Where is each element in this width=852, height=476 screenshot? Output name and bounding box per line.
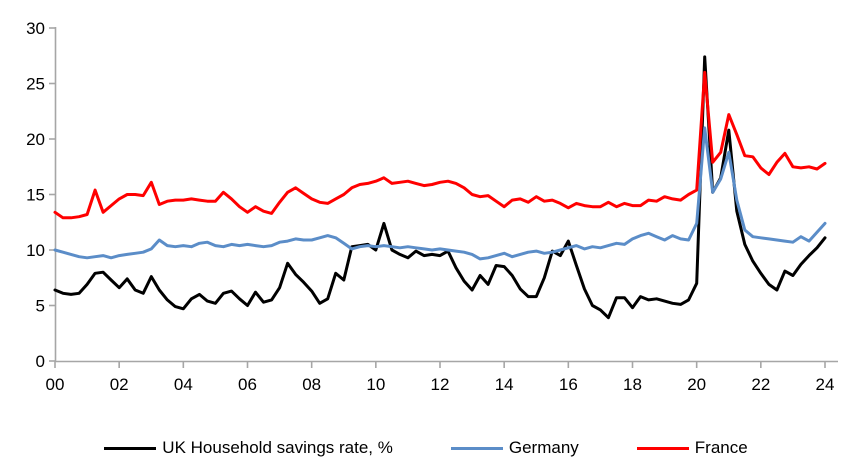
x-tick-label: 02	[110, 375, 129, 394]
y-tick-label: 25	[26, 75, 45, 94]
legend-label-uk: UK Household savings rate, %	[162, 438, 393, 457]
legend-label-france: France	[694, 438, 748, 457]
y-tick-label: 5	[36, 297, 45, 316]
chart-legend: UK Household savings rate, % Germany Fra…	[0, 438, 852, 458]
y-tick-label: 15	[26, 186, 45, 205]
y-tick-label: 30	[26, 19, 45, 38]
series-line-france	[53, 70, 827, 220]
y-tick-label: 10	[26, 241, 45, 260]
legend-label-germany: Germany	[508, 438, 579, 457]
france-line-swatch	[636, 446, 689, 450]
uk-line-swatch	[104, 446, 157, 450]
x-tick-label: 20	[687, 375, 706, 394]
x-tick-label: 12	[431, 375, 450, 394]
x-tick-label: 08	[302, 375, 321, 394]
germany-line-swatch	[450, 446, 503, 450]
x-tick-label: 00	[46, 375, 65, 394]
x-tick-label: 14	[495, 375, 514, 394]
y-tick-label: 20	[26, 130, 45, 149]
series-line-germany	[53, 126, 827, 261]
y-tick-label: 0	[36, 352, 45, 371]
x-tick-label: 18	[623, 375, 642, 394]
legend-item-germany: Germany	[450, 438, 579, 458]
x-tick-label: 06	[238, 375, 257, 394]
x-tick-label: 04	[174, 375, 193, 394]
legend-item-uk: UK Household savings rate, %	[104, 438, 393, 458]
x-tick-label: 24	[816, 375, 835, 394]
x-tick-label: 10	[366, 375, 385, 394]
x-tick-label: 16	[559, 375, 578, 394]
x-tick-label: 22	[751, 375, 770, 394]
series-line-uk	[53, 55, 827, 320]
legend-item-france: France	[636, 438, 748, 458]
